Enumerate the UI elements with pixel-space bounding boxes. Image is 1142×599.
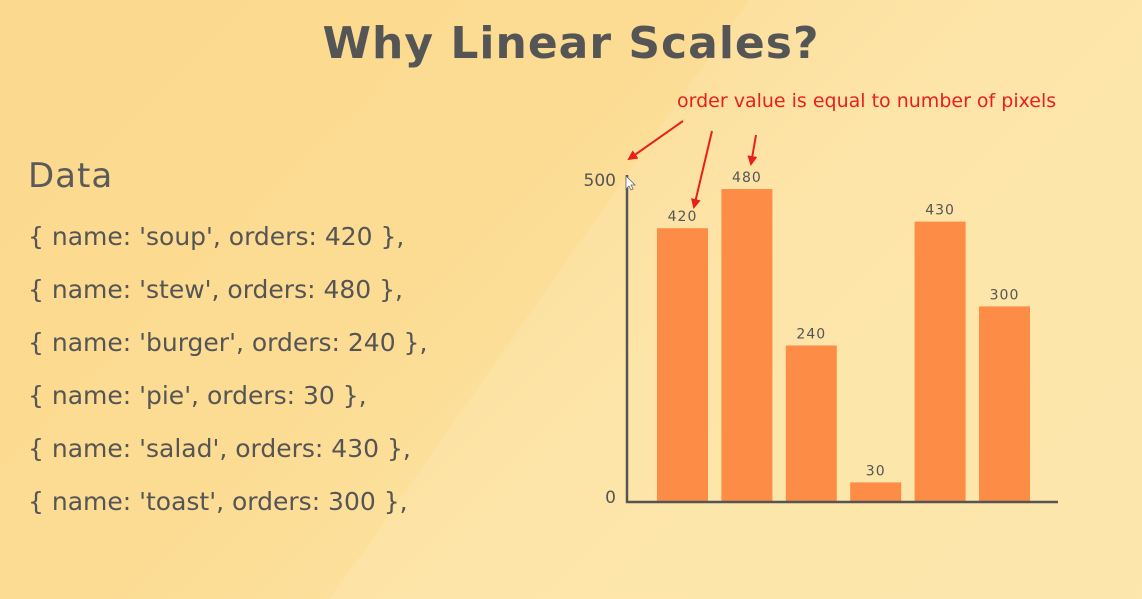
data-line-stew: { name: 'stew', orders: 480 }, [28, 275, 403, 304]
data-lines: { name: 'soup', orders: 420 }, { name: '… [28, 218, 427, 536]
bar-burger [785, 345, 837, 502]
annotation-arrow-bar-stew [747, 134, 758, 166]
y-tick-label-min: 0 [605, 488, 616, 508]
annotation-arrow-bar-soup [690, 130, 713, 209]
bar-toast [979, 306, 1030, 502]
bar-label-burger: 240 [796, 327, 826, 343]
bar-label-salad: 430 [925, 203, 955, 219]
bar-salad [914, 221, 966, 502]
bar-pie [850, 482, 902, 502]
data-line-pie: { name: 'pie', orders: 30 }, [28, 381, 367, 410]
y-tick-label-max: 500 [584, 171, 616, 191]
bar-label-soup: 420 [668, 209, 698, 225]
data-line-toast: { name: 'toast', orders: 300 }, [28, 487, 408, 516]
data-line-soup: { name: 'soup', orders: 420 }, [28, 222, 405, 251]
bar-label-stew: 480 [732, 170, 762, 186]
page-title: Why Linear Scales? [322, 18, 820, 69]
bars-layer: 420 480 240 30 430 300 [657, 170, 1030, 502]
data-line-burger: { name: 'burger', orders: 240 }, [28, 328, 428, 357]
data-heading: Data [28, 156, 114, 196]
cursor-icon [625, 175, 636, 191]
bar-stew [721, 189, 773, 502]
bar-label-pie: 30 [866, 463, 886, 479]
bar-label-toast: 300 [990, 287, 1020, 303]
annotation-arrow-axis [627, 120, 684, 161]
annotation-text: order value is equal to number of pixels [677, 90, 1057, 112]
data-line-salad: { name: 'salad', orders: 430 }, [28, 434, 411, 463]
bar-soup [657, 228, 708, 502]
